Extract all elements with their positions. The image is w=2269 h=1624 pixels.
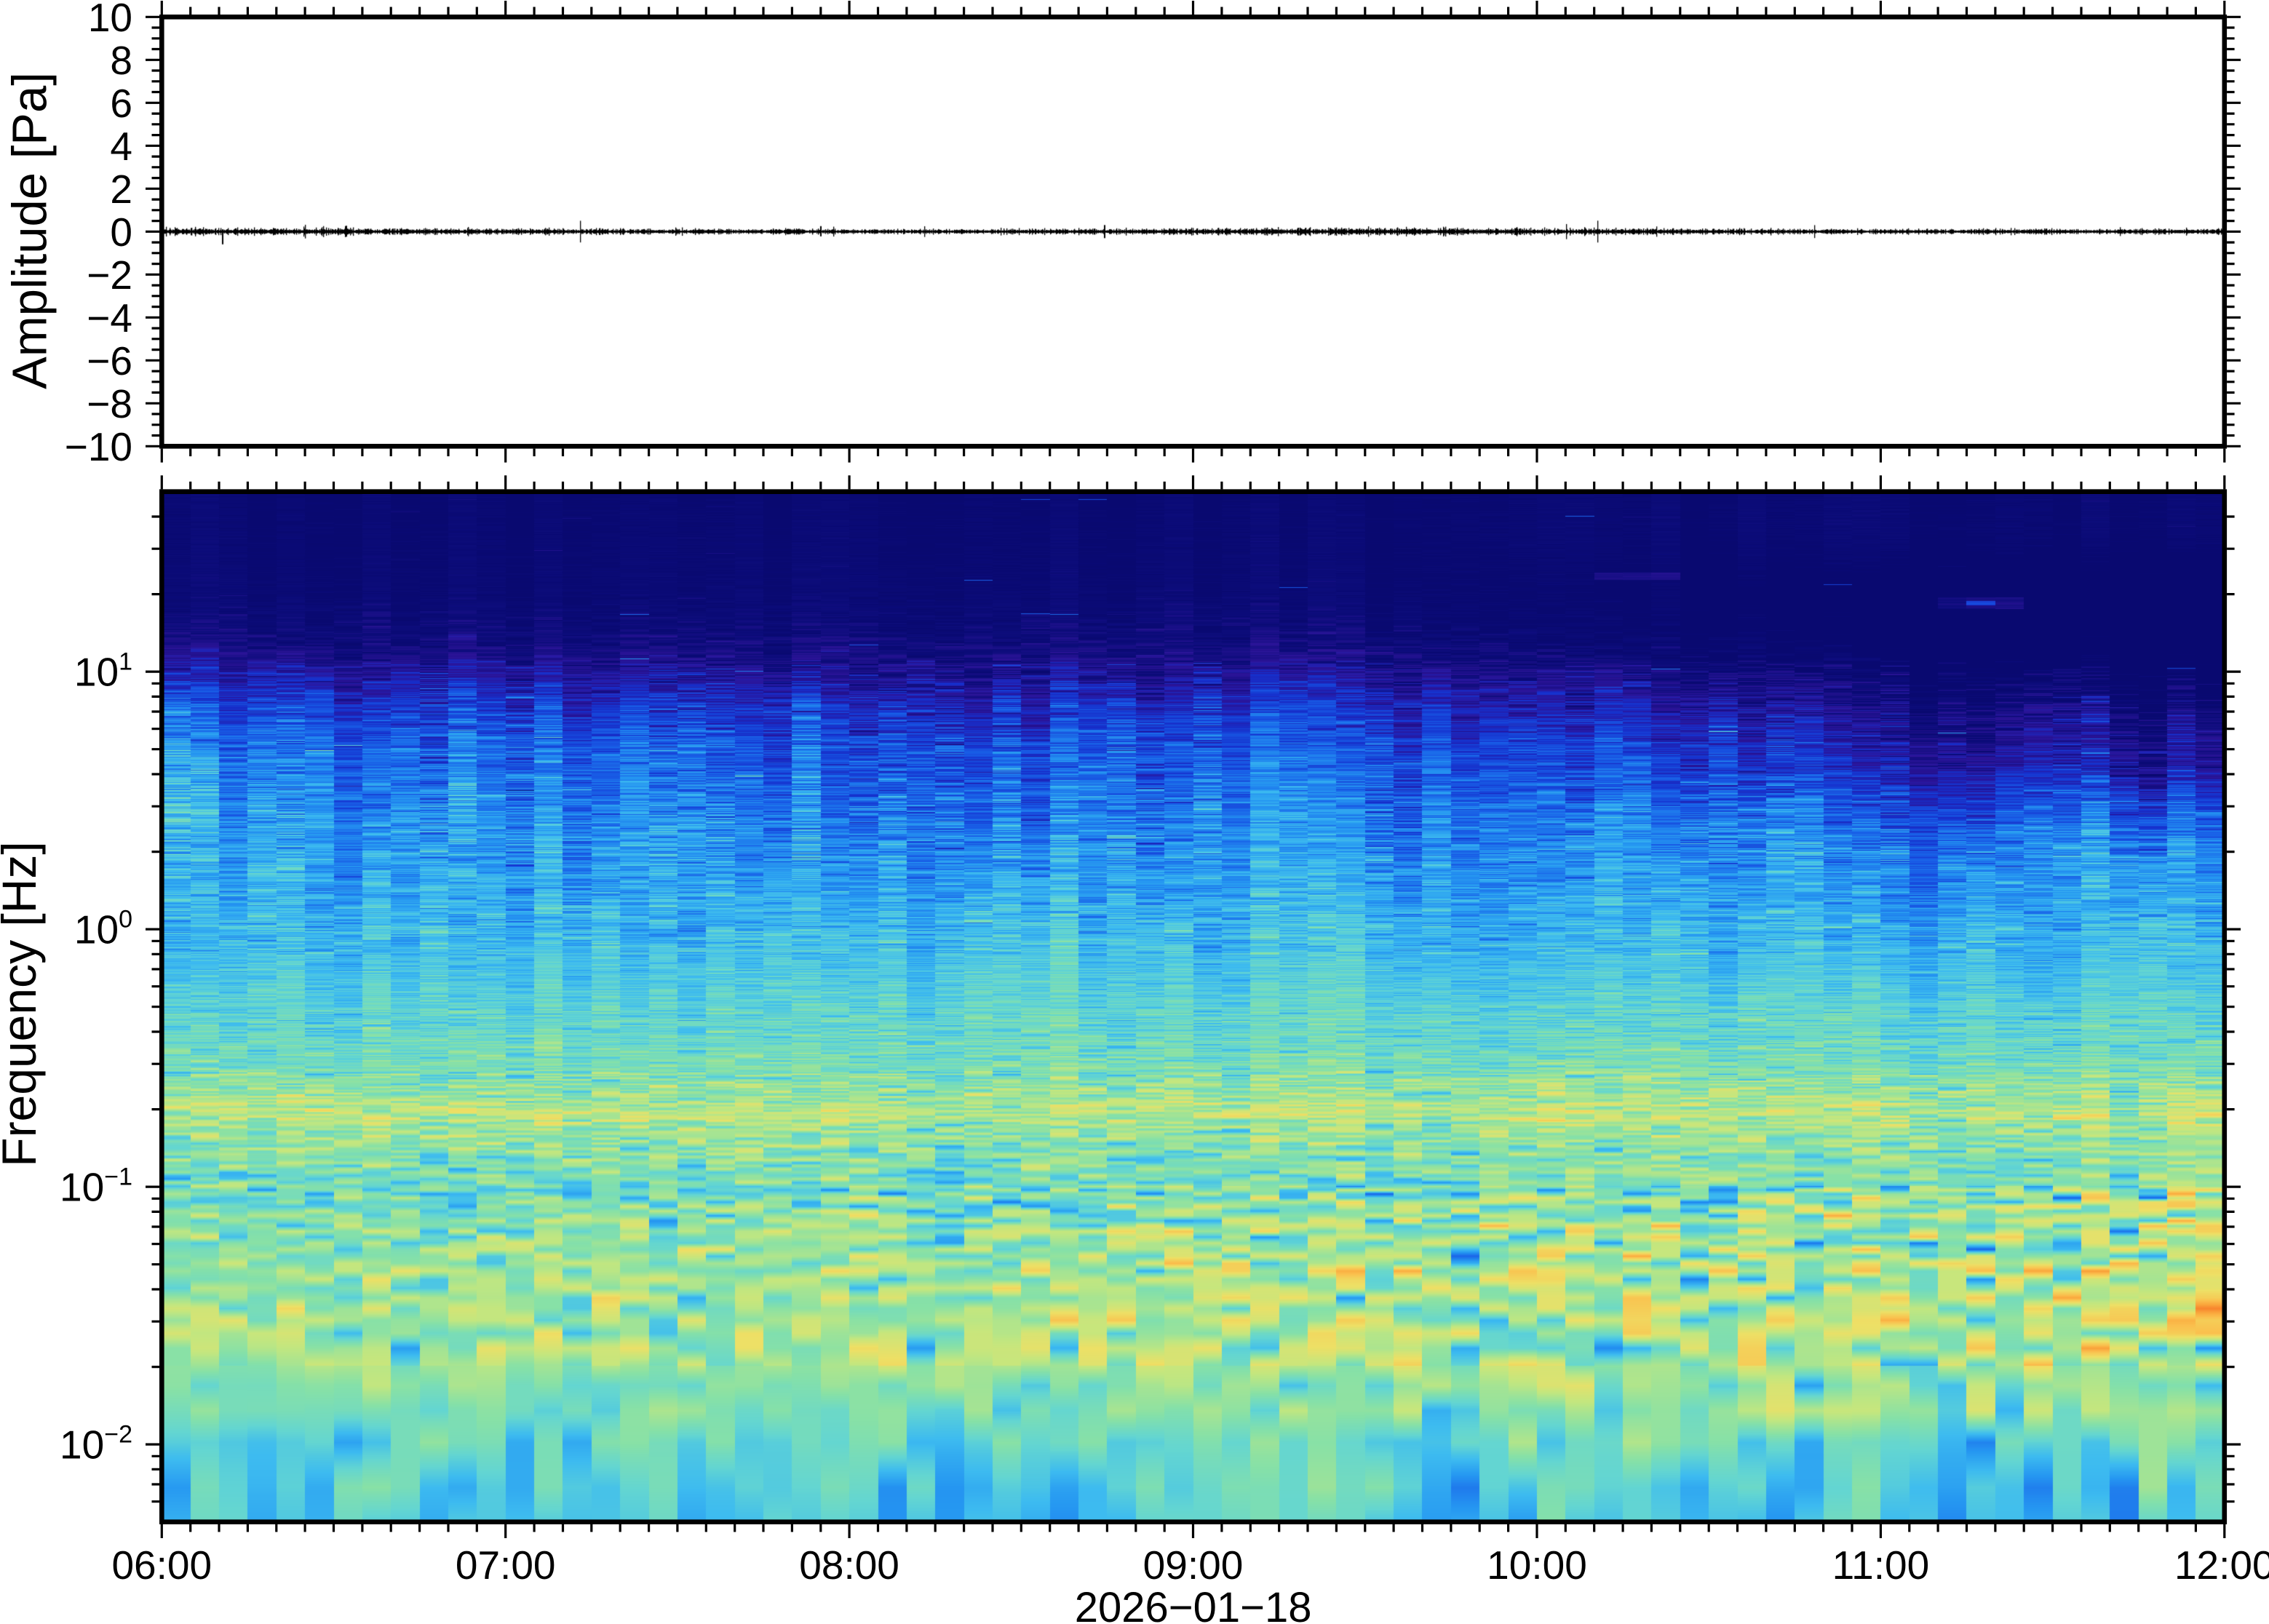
svg-text:−4: −4 xyxy=(87,295,132,341)
svg-text:−10: −10 xyxy=(65,424,132,469)
svg-text:101: 101 xyxy=(74,648,132,695)
svg-text:−8: −8 xyxy=(87,381,132,426)
svg-text:08:00: 08:00 xyxy=(799,1543,899,1588)
svg-text:−6: −6 xyxy=(87,338,132,383)
svg-text:8: 8 xyxy=(110,38,132,83)
svg-text:10:00: 10:00 xyxy=(1487,1543,1587,1588)
svg-text:11:00: 11:00 xyxy=(1832,1543,1930,1588)
svg-text:06:00: 06:00 xyxy=(111,1543,212,1588)
svg-text:6: 6 xyxy=(110,81,132,126)
svg-text:Frequency [Hz]: Frequency [Hz] xyxy=(0,841,46,1167)
svg-text:Amplitude [Pa]: Amplitude [Pa] xyxy=(3,72,57,389)
svg-text:2026−01−18: 2026−01−18 xyxy=(1075,1584,1312,1624)
svg-text:10: 10 xyxy=(88,0,132,40)
svg-text:100: 100 xyxy=(74,906,132,952)
svg-text:10−2: 10−2 xyxy=(60,1421,132,1468)
svg-text:09:00: 09:00 xyxy=(1143,1543,1244,1588)
svg-text:12:00: 12:00 xyxy=(2174,1543,2269,1588)
svg-text:2: 2 xyxy=(110,167,132,212)
svg-text:10−1: 10−1 xyxy=(60,1163,132,1210)
svg-text:−2: −2 xyxy=(87,252,132,298)
svg-text:07:00: 07:00 xyxy=(456,1543,556,1588)
svg-text:4: 4 xyxy=(110,124,132,169)
svg-text:0: 0 xyxy=(110,210,132,255)
